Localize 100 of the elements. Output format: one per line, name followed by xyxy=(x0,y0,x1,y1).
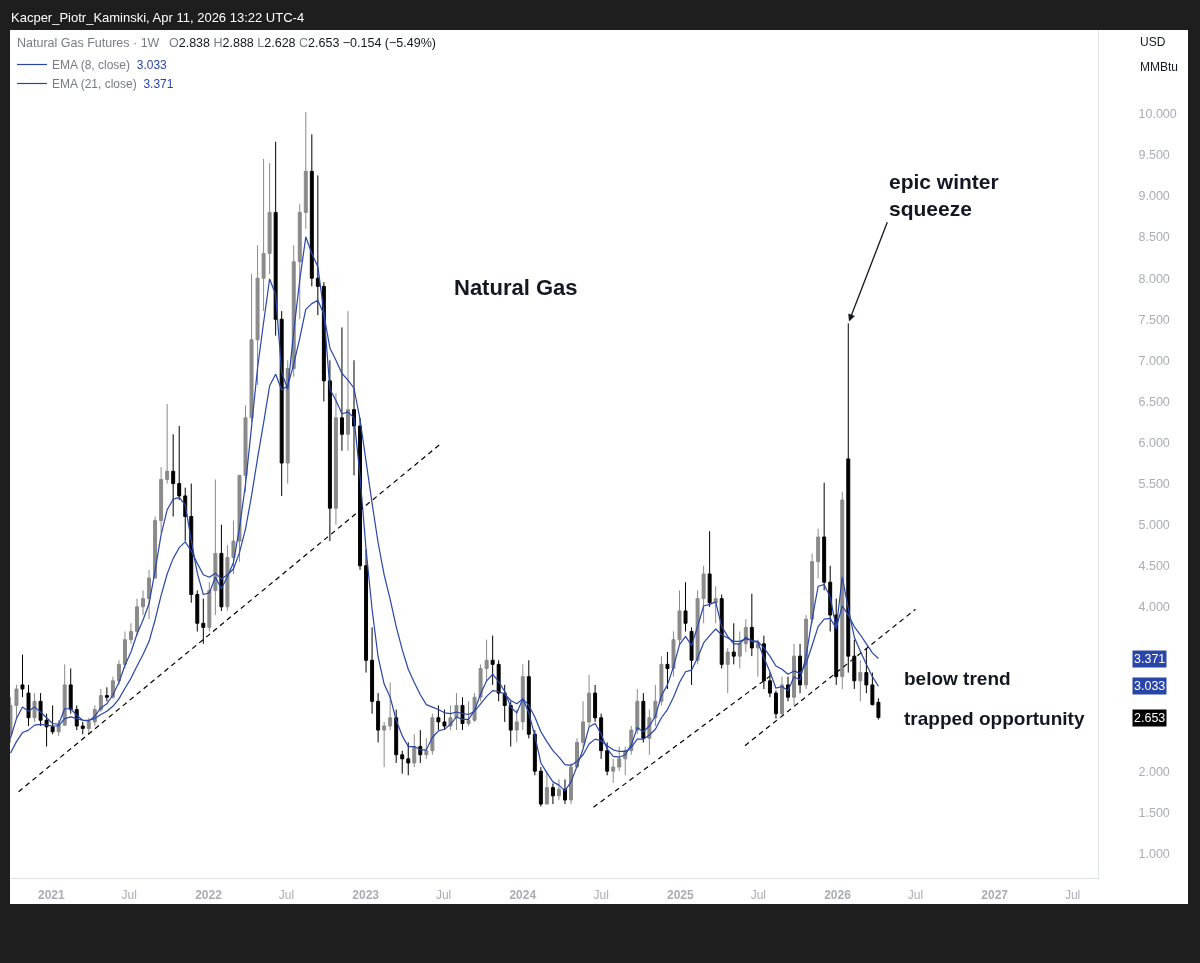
y-tick-label: 9.500 xyxy=(1138,148,1170,163)
candlestick xyxy=(725,647,730,694)
candlestick xyxy=(80,721,85,735)
candlestick xyxy=(852,639,857,690)
candlestick xyxy=(490,635,495,686)
x-tick-label: 2024 xyxy=(509,888,537,903)
candlestick xyxy=(394,709,399,764)
candlestick xyxy=(749,593,754,657)
candlestick xyxy=(581,700,586,748)
candlestick xyxy=(219,524,224,612)
candlestick xyxy=(840,491,845,690)
x-tick-label: Jul xyxy=(1064,888,1081,903)
candlestick xyxy=(556,778,561,801)
candlestick xyxy=(822,482,827,591)
candlestick xyxy=(213,478,218,616)
candlestick xyxy=(333,392,338,526)
candlestick xyxy=(376,692,381,743)
candlestick xyxy=(309,133,314,287)
candlestick xyxy=(412,733,417,768)
candlestick xyxy=(617,746,622,772)
candlestick xyxy=(406,741,411,776)
candlestick xyxy=(569,762,573,805)
y-tick-label: 4.500 xyxy=(1138,559,1170,574)
candlestick xyxy=(755,639,760,678)
y-tick-label: 7.500 xyxy=(1138,312,1170,327)
text: Natural Gas Futures · 1W xyxy=(17,36,160,51)
candlestick xyxy=(713,585,718,624)
candlestick xyxy=(544,770,549,805)
y-tick-label: 1.500 xyxy=(1138,805,1170,820)
y-tick-label: 8.000 xyxy=(1138,271,1170,286)
candlestick xyxy=(364,548,369,674)
annotation: trapped opportunity xyxy=(904,708,1085,729)
candlestick xyxy=(858,659,863,702)
candlestick xyxy=(810,552,815,624)
x-tick-label: 2022 xyxy=(195,888,223,903)
line-series xyxy=(10,236,880,792)
candlestick xyxy=(719,594,724,669)
candlestick xyxy=(737,630,742,669)
candlestick xyxy=(339,326,344,452)
candlestick xyxy=(370,626,375,715)
legend-label: EMA (8, close) xyxy=(52,58,131,73)
y-tick-label: 9.000 xyxy=(1138,189,1170,204)
candlestick xyxy=(587,674,592,727)
candlestick xyxy=(86,717,91,735)
candlestick xyxy=(68,667,73,715)
y-tick-label: 5.500 xyxy=(1138,476,1170,491)
candlestick xyxy=(50,704,55,735)
y-tick-label: 5.000 xyxy=(1138,518,1170,533)
candlestick xyxy=(430,713,435,756)
y-tick-label: 1.000 xyxy=(1138,846,1170,861)
x-tick-label: 2027 xyxy=(981,888,1009,903)
annotation: below trend xyxy=(904,668,1011,689)
text: Kacper_Piotr_Kaminski, Apr 11, 2026 13:22 UTC-4 xyxy=(11,10,305,25)
candlestick xyxy=(508,700,513,748)
candlestick xyxy=(641,692,646,743)
x-tick-label: 2023 xyxy=(352,888,380,903)
candlestick xyxy=(635,688,640,735)
candlestick xyxy=(514,709,519,743)
candlestick xyxy=(273,141,278,337)
annotation: Natural Gas xyxy=(454,275,578,300)
candlestick xyxy=(207,581,212,632)
candlestick xyxy=(303,111,308,230)
x-tick-label: Jul xyxy=(278,888,295,903)
annotation: epic winter squeeze xyxy=(889,170,999,221)
x-tick-label: Jul xyxy=(593,888,609,903)
y-tick-label: 4.000 xyxy=(1138,600,1170,615)
x-tick-label: Jul xyxy=(750,888,766,903)
candlestick xyxy=(689,626,694,686)
candlestick xyxy=(177,425,182,501)
x-tick-label: 2026 xyxy=(824,888,852,903)
candlestick xyxy=(659,655,664,706)
y-tick-label: 2.000 xyxy=(1138,764,1170,779)
candlestick xyxy=(195,589,200,632)
candlestick xyxy=(864,647,869,694)
candlestick xyxy=(665,651,670,690)
annotation: 3.033 xyxy=(136,58,168,73)
candlestick xyxy=(98,688,103,713)
candlestick xyxy=(279,310,284,497)
candlestick xyxy=(611,758,616,784)
candlestick xyxy=(62,663,67,727)
y-tick-label: 10.000 xyxy=(1138,107,1177,122)
annotation: 3.371 xyxy=(143,77,174,92)
x-tick-label: 2021 xyxy=(37,888,65,903)
candlestick xyxy=(707,530,712,608)
candlestick xyxy=(780,676,784,716)
candlestick xyxy=(424,737,429,760)
candlestick xyxy=(141,589,146,616)
candlestick xyxy=(159,466,164,534)
candlestick xyxy=(147,569,152,620)
candlestick xyxy=(563,778,567,805)
candlestick xyxy=(816,528,821,579)
candlestick xyxy=(538,766,543,808)
candlestick xyxy=(792,643,797,706)
candlestick xyxy=(165,403,170,485)
candlestick xyxy=(773,690,778,720)
candlestick xyxy=(550,783,555,805)
candlestick xyxy=(315,174,320,316)
y-tick-label: 6.500 xyxy=(1138,394,1170,409)
y-tick-label: 7.000 xyxy=(1138,353,1170,368)
candlestick xyxy=(605,741,610,776)
